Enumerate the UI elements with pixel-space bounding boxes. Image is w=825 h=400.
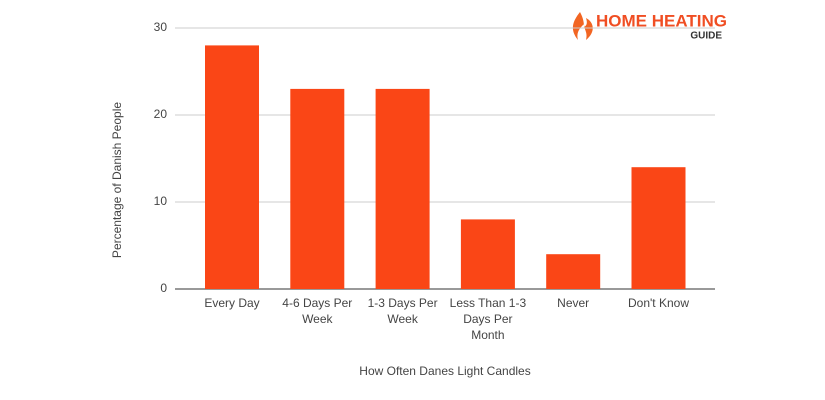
x-tick-label: 4-6 Days Per Week <box>282 296 353 326</box>
y-axis-label: Percentage of Danish People <box>110 102 124 258</box>
x-tick-label-box: Never <box>557 296 590 310</box>
x-tick-label-box: 1-3 Days Per Week <box>367 296 438 326</box>
logo-title: HOME HEATING <box>596 11 727 30</box>
logo-subtitle: GUIDE <box>690 31 722 42</box>
x-axis-label: How Often Danes Light Candles <box>359 364 530 378</box>
x-tick-label-box: Don't Know <box>628 296 689 310</box>
logo: HOME HEATING GUIDE <box>572 11 727 42</box>
x-tick-label-box: Every Day <box>204 296 260 310</box>
bar <box>460 219 515 289</box>
x-tick-label: 1-3 Days Per Week <box>367 296 438 326</box>
x-tick-label: Every Day <box>204 296 260 310</box>
y-tick-label: 10 <box>154 194 168 208</box>
bar <box>375 88 430 290</box>
bar <box>290 88 345 290</box>
x-tick-label: Don't Know <box>628 296 689 310</box>
x-tick-label: Less Than 1-3 Days Per Month <box>449 296 527 342</box>
x-tick-label-box: 4-6 Days Per Week <box>282 296 353 326</box>
y-tick-label: 30 <box>154 20 168 34</box>
logo-flame <box>572 12 593 40</box>
x-tick-label: Never <box>557 296 590 310</box>
bar <box>631 167 686 289</box>
bar <box>546 254 601 289</box>
y-tick-label: 0 <box>160 281 167 295</box>
bar <box>205 45 259 290</box>
x-tick-label-box: Less Than 1-3 Days Per Month <box>449 296 527 342</box>
y-tick-label: 20 <box>154 107 168 121</box>
